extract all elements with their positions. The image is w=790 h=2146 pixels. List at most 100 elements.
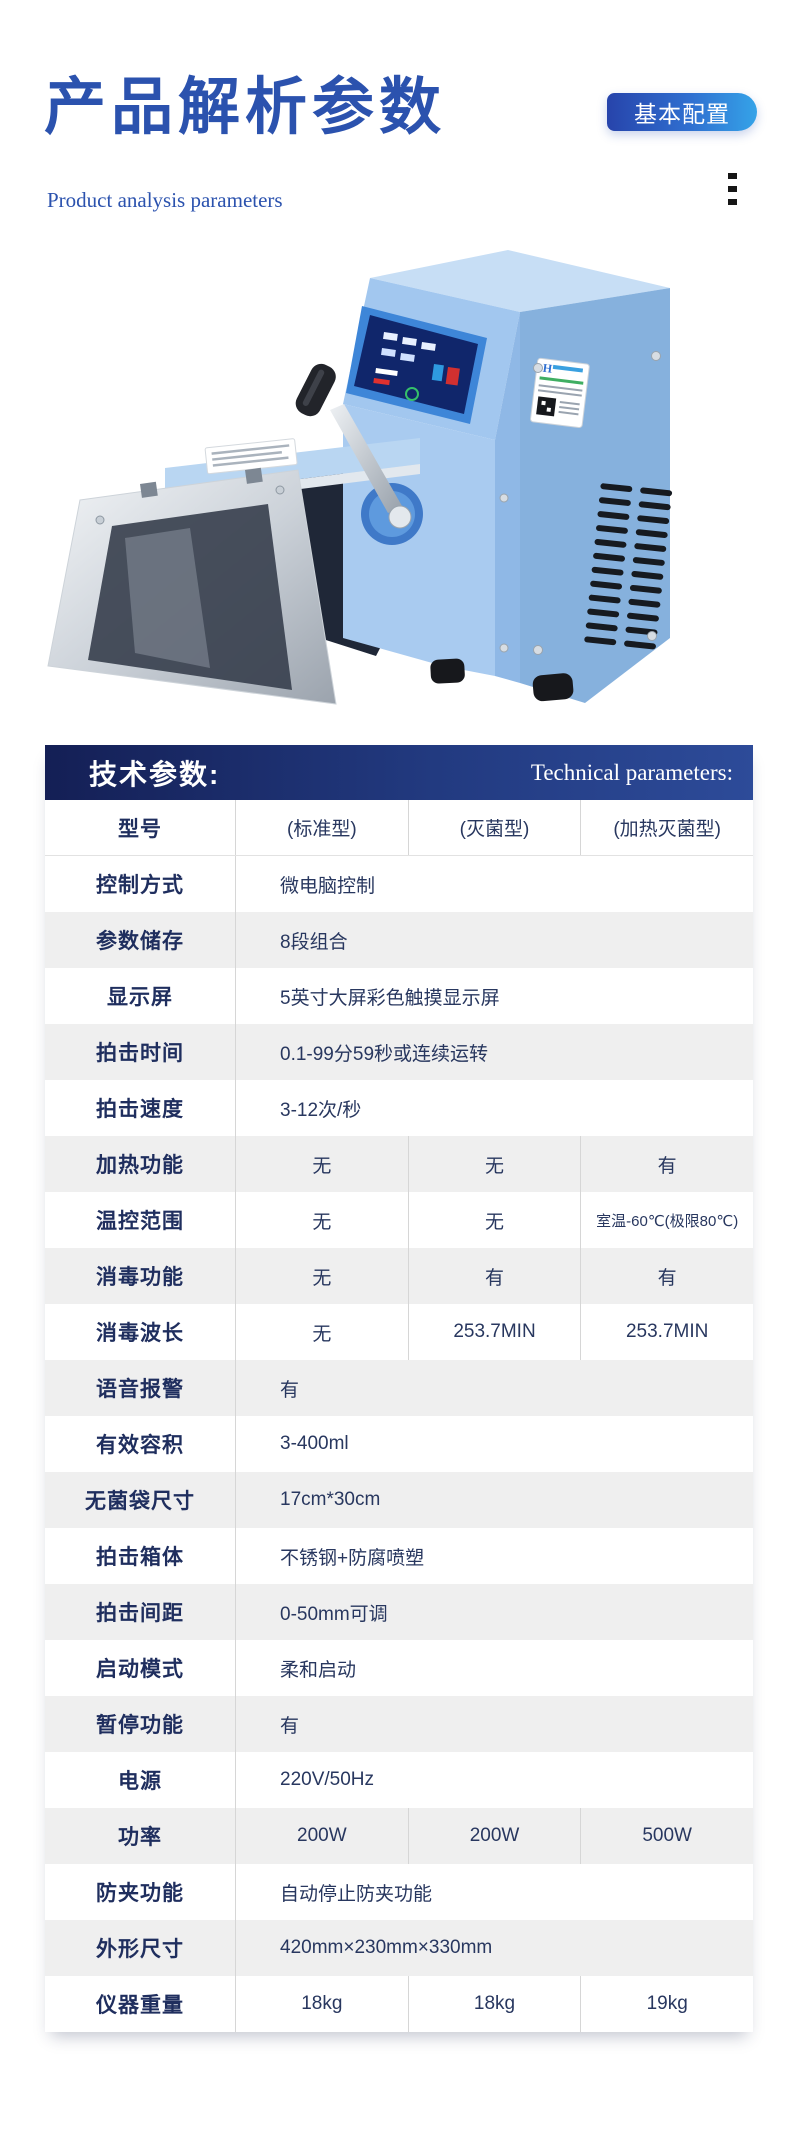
row-value: 无	[235, 1136, 408, 1192]
row-value: 自动停止防夹功能	[235, 1864, 753, 1920]
row-value: 19kg	[580, 1976, 753, 2032]
row-label: 无菌袋尺寸	[85, 1490, 195, 1513]
row-value: 无	[407, 1192, 581, 1248]
row-label: 防夹功能	[96, 1882, 184, 1905]
table-row: 仪器重量 18kg 18kg 19kg	[45, 1976, 753, 2032]
row-value: 有	[235, 1360, 753, 1416]
door-window	[88, 504, 292, 690]
row-value: (灭菌型)	[407, 800, 581, 855]
row-label: 温控范围	[96, 1210, 184, 1233]
row-value: (标准型)	[235, 800, 408, 855]
table-row: 温控范围无无室温-60℃(极限80℃)	[45, 1192, 753, 1248]
table-title-cn: 技术参数:	[89, 758, 221, 790]
table-row: 拍击箱体 不锈钢+防腐喷塑	[45, 1528, 753, 1584]
row-value: (加热灭菌型)	[580, 800, 753, 855]
row-value: 500W	[580, 1808, 753, 1864]
table-row: 参数储存 8段组合	[45, 912, 753, 968]
row-value: 不锈钢+防腐喷塑	[235, 1528, 753, 1584]
table-row: 显示屏 5英寸大屏彩色触摸显示屏	[45, 968, 753, 1024]
table-header-bar: 技术参数: Technical parameters:	[45, 745, 753, 800]
table-row: 功率 200W 200W 500W	[45, 1808, 753, 1864]
table-row: 外形尺寸 420mm×230mm×330mm	[45, 1920, 753, 1976]
row-label: 型号	[118, 817, 162, 841]
row-value: 有	[580, 1248, 753, 1304]
table-row: 防夹功能 自动停止防夹功能	[45, 1864, 753, 1920]
row-value: 无	[407, 1136, 581, 1192]
basic-config-badge: 基本配置	[607, 93, 757, 131]
row-value: 18kg	[407, 1976, 581, 2032]
row-value: 3-12次/秒	[235, 1080, 753, 1136]
row-label: 控制方式	[96, 874, 184, 897]
table-row: 无菌袋尺寸 17cm*30cm	[45, 1472, 753, 1528]
row-value: 5英寸大屏彩色触摸显示屏	[235, 968, 753, 1024]
row-label: 外形尺寸	[96, 1938, 184, 1961]
table-row: 消毒功能无有有	[45, 1248, 753, 1304]
row-value: 18kg	[235, 1976, 408, 2032]
table-row: 型号 (标准型) (灭菌型) (加热灭菌型)	[45, 800, 753, 856]
row-label: 加热功能	[96, 1154, 184, 1177]
row-label: 拍击时间	[96, 1042, 184, 1065]
table-row: 控制方式 微电脑控制	[45, 856, 753, 912]
page-subtitle: Product analysis parameters	[47, 188, 283, 212]
row-label: 有效容积	[96, 1434, 184, 1457]
row-value: 200W	[235, 1808, 408, 1864]
row-label: 仪器重量	[96, 1994, 184, 2017]
page-title: 产品解析参数	[44, 74, 447, 142]
row-label: 功率	[118, 1826, 162, 1849]
row-label: 参数储存	[96, 930, 184, 953]
table-title-en: Technical parameters:	[530, 759, 733, 785]
table-row: 电源 220V/50Hz	[45, 1752, 753, 1808]
table-row: 消毒波长无 253.7MIN 253.7MIN	[45, 1304, 753, 1360]
row-value: 17cm*30cm	[235, 1472, 753, 1528]
row-label: 消毒波长	[96, 1322, 184, 1345]
hub-cap	[388, 505, 412, 529]
row-value: 0-50mm可调	[235, 1584, 753, 1640]
touch-screen	[354, 315, 478, 414]
brand-label: H	[530, 357, 590, 429]
row-value: 无	[235, 1248, 408, 1304]
row-label: 暂停功能	[96, 1714, 184, 1737]
spec-label	[204, 438, 298, 475]
row-value: 253.7MIN	[580, 1304, 753, 1360]
table-row: 启动模式 柔和启动	[45, 1640, 753, 1696]
screws	[499, 351, 661, 655]
machine-door	[47, 467, 337, 705]
row-value: 3-400ml	[235, 1416, 753, 1472]
product-image: H Sterile Homogenizer(Stomacher Bl	[47, 250, 673, 705]
table-row: 有效容积 3-400ml	[45, 1416, 753, 1472]
row-value: 253.7MIN	[407, 1304, 581, 1360]
row-value: 220V/50Hz	[235, 1752, 753, 1808]
row-label: 显示屏	[107, 986, 173, 1009]
svg-text:H: H	[542, 361, 554, 376]
row-value: 有	[580, 1136, 753, 1192]
table-row: 语音报警 有	[45, 1360, 753, 1416]
row-value: 无	[235, 1192, 408, 1248]
table-row: 拍击间距 0-50mm可调	[45, 1584, 753, 1640]
table-row: 拍击时间 0.1-99分59秒或连续运转	[45, 1024, 753, 1080]
screen-ui	[373, 332, 460, 401]
row-label: 启动模式	[96, 1658, 184, 1681]
row-label: 拍击箱体	[96, 1546, 184, 1569]
row-label: 拍击速度	[96, 1098, 184, 1121]
row-label: 语音报警	[96, 1378, 184, 1401]
row-value: 柔和启动	[235, 1640, 753, 1696]
row-value: 0.1-99分59秒或连续运转	[235, 1024, 753, 1080]
table-row: 暂停功能 有	[45, 1696, 753, 1752]
table-row: 加热功能无无有	[45, 1136, 753, 1192]
row-value: 有	[235, 1696, 753, 1752]
spec-table-body: 型号 (标准型) (灭菌型) (加热灭菌型) 控制方式 微电脑控制 参数储存 8段组合显示屏 5…	[45, 800, 753, 2032]
row-value: 室温-60℃(极限80℃)	[580, 1192, 753, 1248]
table-row: 拍击速度 3-12次/秒	[45, 1080, 753, 1136]
row-value: 无	[235, 1304, 408, 1360]
row-label: 消毒功能	[96, 1266, 184, 1289]
vertical-dots-icon	[728, 173, 737, 205]
row-value: 420mm×230mm×330mm	[235, 1920, 753, 1976]
row-value: 微电脑控制	[235, 856, 753, 912]
machine-top-face	[370, 250, 670, 312]
row-label: 拍击间距	[96, 1602, 184, 1625]
row-label: 电源	[118, 1770, 162, 1793]
row-value: 有	[407, 1248, 581, 1304]
spec-table: 技术参数: Technical parameters: 型号 (标准型) (灭菌型)…	[45, 745, 753, 2032]
machine-lever	[295, 363, 423, 545]
